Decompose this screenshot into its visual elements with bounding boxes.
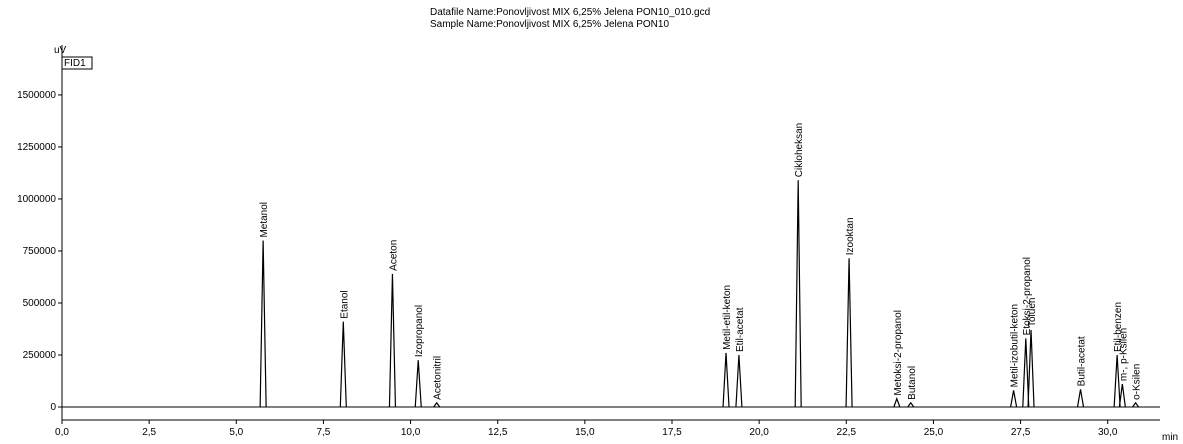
peak-label: m-, p-Ksilen — [1118, 328, 1129, 381]
x-tick-label: 7,5 — [316, 427, 330, 438]
peak — [893, 396, 901, 408]
x-tick-label: 0,0 — [55, 427, 69, 438]
peak — [722, 352, 730, 408]
peak — [845, 258, 853, 408]
x-axis-label: min — [1162, 432, 1178, 443]
y-tick-label: 1250000 — [17, 142, 56, 153]
peak-label: Cikloheksan — [794, 123, 805, 177]
peak-label: Etil-acetat — [735, 307, 746, 352]
y-tick-label: 750000 — [23, 246, 57, 257]
y-tick-label: 500000 — [23, 298, 57, 309]
peak — [735, 354, 743, 408]
peak-label: o-Ksilen — [1132, 364, 1143, 400]
y-tick-label: 1500000 — [17, 90, 56, 101]
peak-label: Toluen — [1027, 298, 1038, 327]
y-tick-label: 0 — [50, 402, 56, 413]
x-tick-label: 30,0 — [1098, 427, 1118, 438]
peak-label: Aceton — [388, 240, 399, 271]
peak — [339, 321, 347, 408]
y-axis-label: uV — [54, 45, 67, 56]
chart-subtitle: Sample Name:Ponovljivost MIX 6,25% Jelen… — [430, 19, 669, 30]
x-tick-label: 22,5 — [837, 427, 857, 438]
peak-label: Butil-acetat — [1077, 336, 1088, 386]
peak-label: Izooktan — [845, 217, 856, 255]
x-tick-label: 2,5 — [142, 427, 156, 438]
peak — [794, 180, 802, 408]
peak — [1113, 354, 1121, 408]
x-tick-label: 5,0 — [229, 427, 243, 438]
peak — [907, 401, 915, 408]
peak-label: Etoksi-2-propanol — [1022, 257, 1033, 335]
peak — [1076, 389, 1085, 408]
peak-label: Metil-etil-keton — [722, 285, 733, 350]
x-tick-label: 20,0 — [749, 427, 769, 438]
peak — [388, 273, 397, 408]
peak-label: Etil-benzen — [1113, 302, 1124, 352]
peak — [1132, 401, 1140, 408]
y-tick-label: 250000 — [23, 350, 57, 361]
peak — [1027, 329, 1035, 408]
x-tick-label: 10,0 — [401, 427, 421, 438]
peak-label: Izopropanol — [414, 305, 425, 357]
channel-label: FID1 — [64, 58, 86, 69]
peak — [1118, 384, 1126, 408]
x-tick-label: 25,0 — [924, 427, 944, 438]
peak — [433, 401, 441, 408]
x-tick-label: 15,0 — [575, 427, 595, 438]
peak-label: Metil-izobutil-keton — [1010, 304, 1021, 387]
y-tick-label: 1000000 — [17, 194, 56, 205]
peak-label: Metanol — [259, 202, 270, 238]
x-tick-label: 27,5 — [1011, 427, 1031, 438]
peak — [414, 360, 422, 408]
peak-label: Etanol — [339, 290, 350, 318]
peak-label: Butanol — [907, 366, 918, 400]
x-tick-label: 12,5 — [488, 427, 508, 438]
peak — [1022, 338, 1030, 408]
peak-label: Acetonitril — [433, 356, 444, 400]
x-tick-label: 17,5 — [662, 427, 682, 438]
chart-title: Datafile Name:Ponovljivost MIX 6,25% Jel… — [430, 7, 710, 18]
peak-label: Metoksi-2-propanol — [893, 310, 904, 396]
peak — [259, 240, 267, 408]
peak — [1010, 390, 1018, 408]
